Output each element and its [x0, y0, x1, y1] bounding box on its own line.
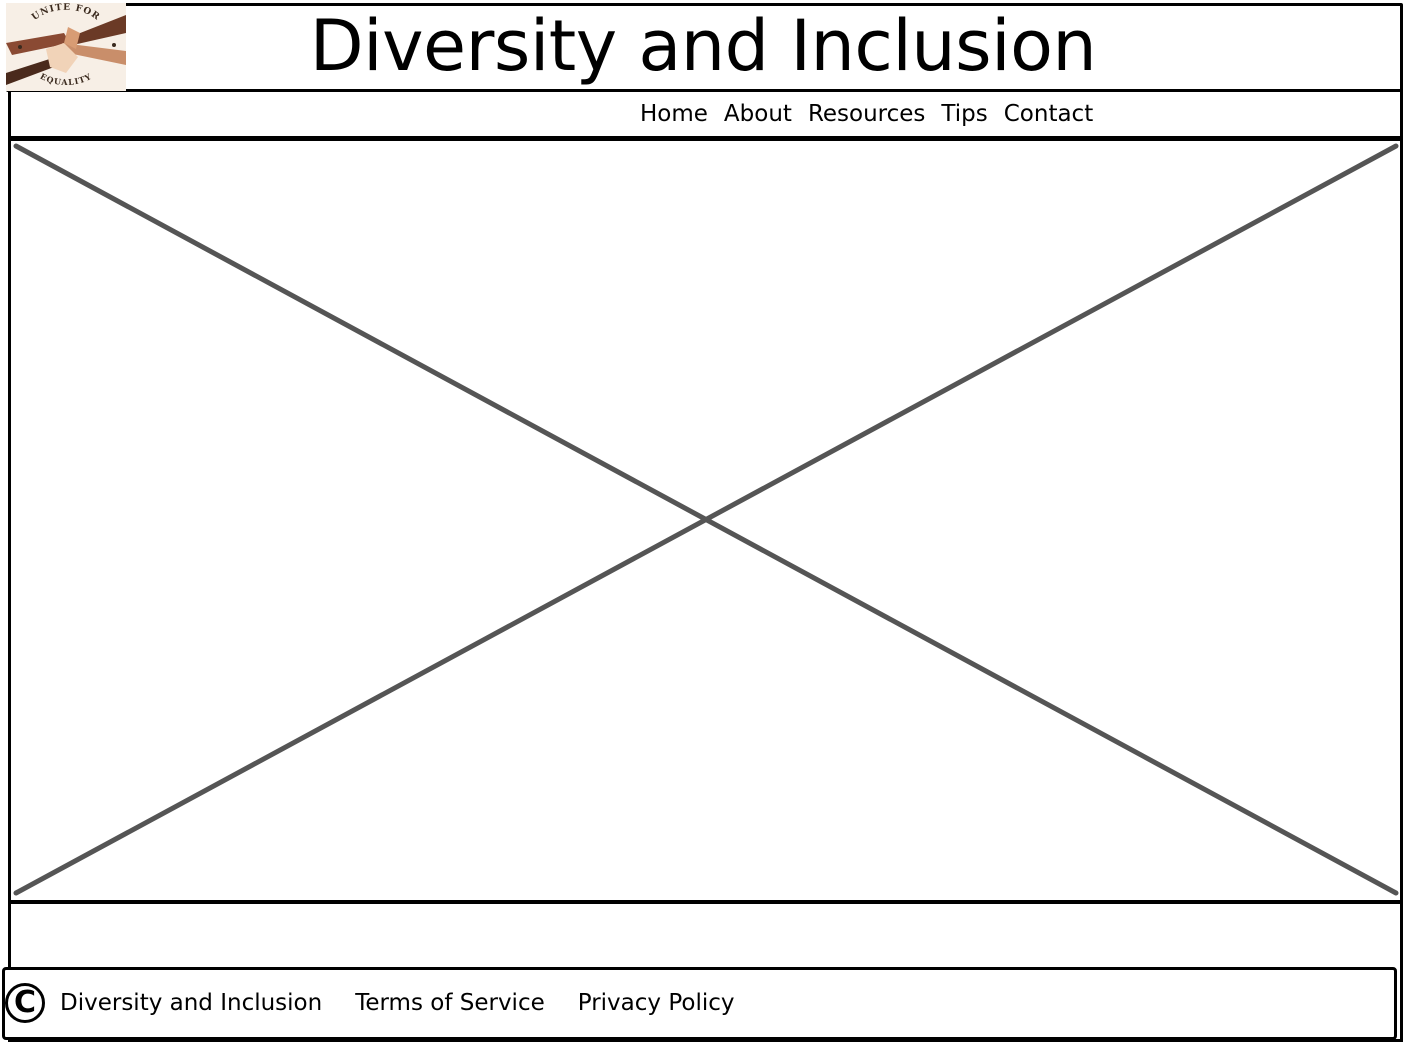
page-title: Diversity and Inclusion — [0, 3, 1406, 89]
site-logo[interactable]: UNITE FOR EQUALITY — [6, 3, 126, 91]
nav-home[interactable]: Home — [640, 101, 708, 127]
placeholder-diagonal-2 — [13, 143, 1399, 896]
nav-bar — [8, 89, 1403, 139]
privacy-policy-link[interactable]: Privacy Policy — [577, 990, 735, 1016]
main-navigation: Home About Resources Tips Contact — [640, 96, 1093, 132]
footer-bar — [2, 967, 1397, 1040]
nav-about[interactable]: About — [723, 101, 792, 127]
nav-resources[interactable]: Resources — [807, 101, 926, 127]
terms-of-service-link[interactable]: Terms of Service — [355, 990, 545, 1016]
copyright-icon: C — [5, 983, 45, 1023]
page-title-text: Diversity and Inclusion — [309, 5, 1097, 87]
hands-unity-icon: UNITE FOR EQUALITY — [6, 3, 126, 91]
image-placeholder — [13, 143, 1399, 896]
footer: C Diversity and Inclusion Terms of Servi… — [2, 970, 735, 1036]
copyright-symbol: C — [13, 985, 37, 1020]
footer-brand: Diversity and Inclusion — [60, 990, 323, 1016]
nav-contact[interactable]: Contact — [1003, 101, 1094, 127]
nav-tips[interactable]: Tips — [941, 101, 988, 127]
